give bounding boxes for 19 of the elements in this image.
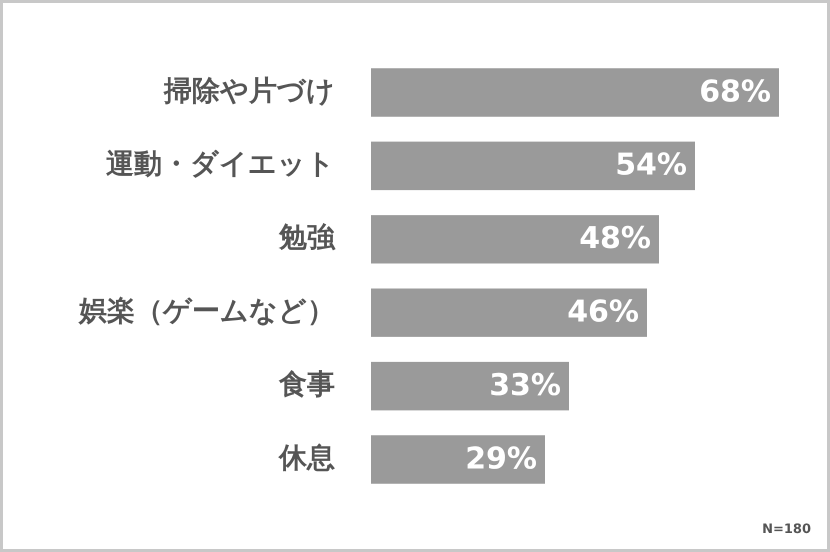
data-label: 29%: [465, 441, 537, 476]
data-label: 48%: [579, 221, 651, 256]
y-tick-label: 掃除や片づけ: [163, 74, 335, 107]
bar: [371, 68, 779, 117]
bar: [371, 215, 659, 264]
text: N=180: [762, 522, 811, 537]
data-label: 33%: [489, 368, 561, 403]
y-tick-label: 運動・ダイエット: [106, 147, 335, 180]
bar: [371, 288, 647, 337]
bar: [371, 142, 695, 190]
y-tick-label: 勉強: [278, 220, 336, 254]
bar: [371, 435, 545, 484]
data-label: 68%: [699, 74, 771, 110]
y-tick-label: 娯楽（ゲームなど）: [78, 294, 335, 327]
y-tick-label: 休息: [278, 440, 335, 474]
bar: [371, 362, 569, 410]
data-label: 54%: [615, 148, 687, 183]
data-label: 46%: [567, 294, 639, 330]
y-tick-label: 食事: [278, 367, 335, 400]
